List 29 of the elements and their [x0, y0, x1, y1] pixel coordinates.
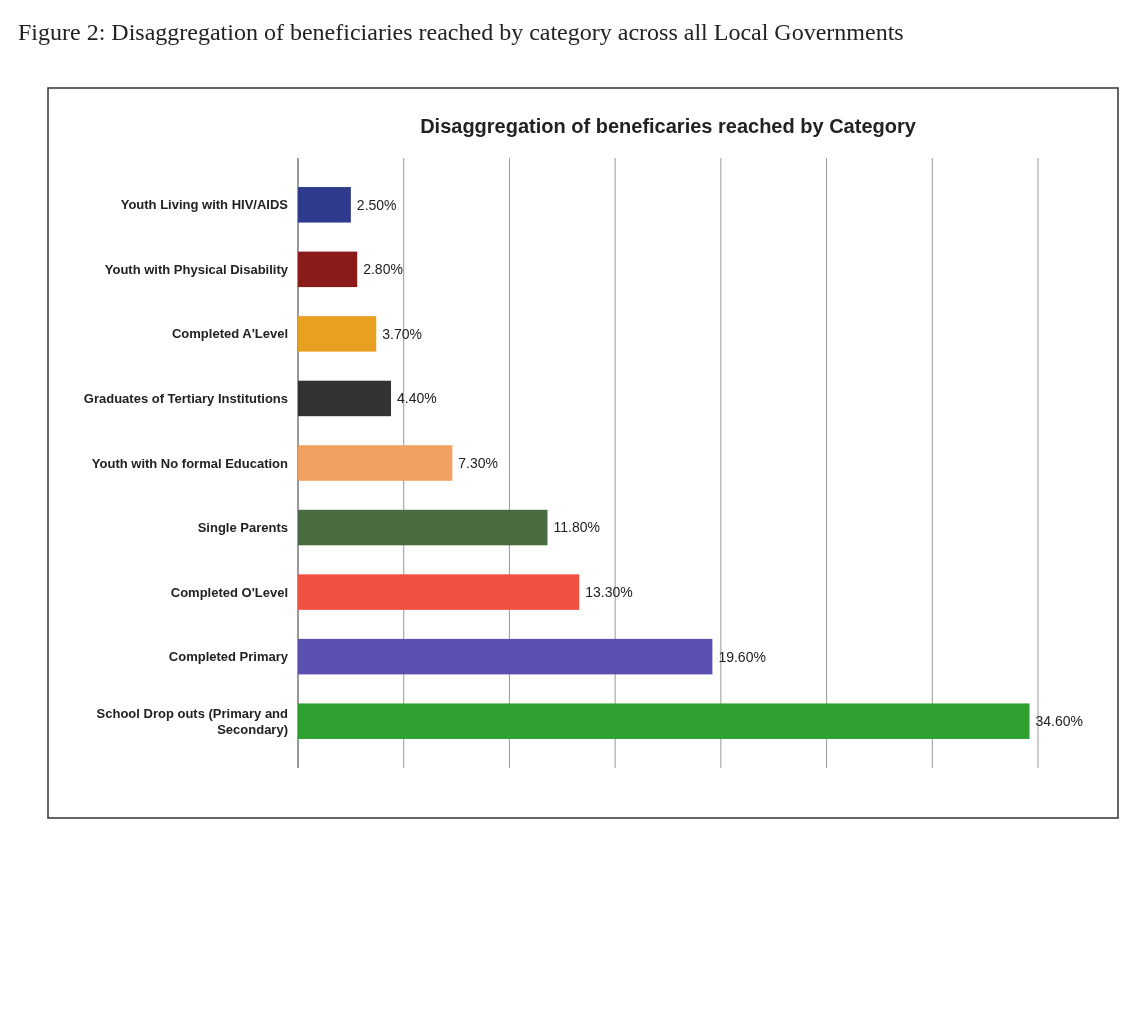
bar: [298, 251, 358, 288]
bar: [298, 380, 392, 417]
data-label: 2.80%: [363, 261, 403, 278]
y-tick-label: Completed O'Level: [170, 584, 288, 600]
y-tick-label: Single Parents: [197, 520, 288, 536]
data-label: 7.30%: [458, 454, 499, 471]
bar: [298, 445, 453, 481]
y-tick-label: Completed A'Level: [171, 326, 288, 342]
data-label: 34.60%: [1035, 713, 1084, 730]
data-label: 3.70%: [382, 325, 422, 342]
bar: [298, 509, 548, 546]
chart-title: Disaggregation of beneficaries reached by Category: [420, 115, 917, 137]
y-tick-label: Youth with Physical Disability: [104, 261, 289, 277]
bar: [298, 187, 351, 223]
data-label: 11.80%: [553, 519, 600, 536]
data-label: 13.30%: [585, 584, 633, 600]
y-tick-label: Youth Living with HIV/AIDS: [120, 197, 289, 213]
y-tick-label: Youth with No formal Education: [91, 455, 289, 471]
bar: [298, 574, 580, 610]
bar: [298, 703, 1030, 739]
y-tick-label: Graduates of Tertiary Institutions: [83, 391, 288, 406]
caption: Figure 2: Disaggregation of beneficiaries reached by category across all Local Governments: [18, 19, 904, 45]
y-tick-label: Completed Primary: [168, 649, 289, 665]
data-label: 19.60%: [718, 648, 766, 665]
bar: [298, 638, 713, 675]
data-label: 4.40%: [397, 390, 437, 407]
y-tick-label: School Drop outs (Primary and Secondary): [96, 705, 289, 737]
bar: [298, 316, 377, 352]
data-label: 2.50%: [356, 196, 397, 213]
